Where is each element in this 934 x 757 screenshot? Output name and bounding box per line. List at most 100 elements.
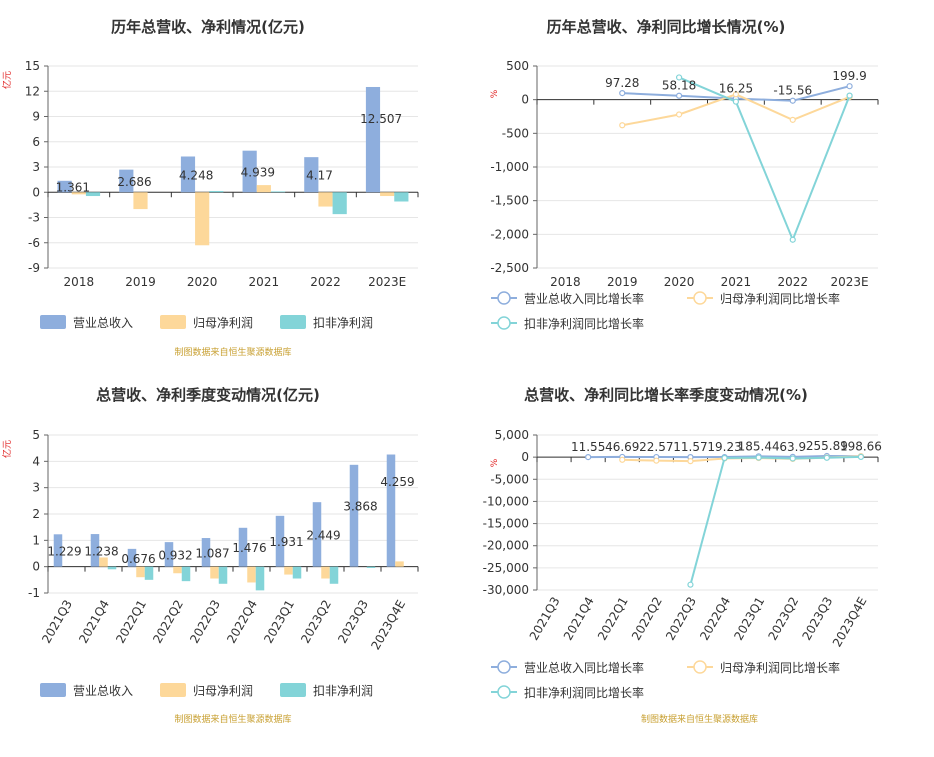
bar-deducted-profit xyxy=(394,192,409,202)
y-tick-label: -5,000 xyxy=(490,472,529,486)
legend-label: 归母净利润同比增长率 xyxy=(720,291,840,306)
legend-label: 营业总收入同比增长率 xyxy=(524,291,644,306)
series-point xyxy=(675,92,683,99)
y-tick-label: 0 xyxy=(32,185,40,199)
data-label: 185.44 xyxy=(738,439,780,453)
series-point xyxy=(755,454,762,461)
series-line-deducted-profit-growth xyxy=(678,76,851,243)
bar-deducted-profit xyxy=(107,566,117,570)
bar-revenue xyxy=(242,150,257,193)
y-tick-label: -1,000 xyxy=(490,160,529,174)
unit-label: % xyxy=(490,458,500,467)
legend-label: 扣非净利润同比增长率 xyxy=(524,316,644,331)
bar-net-profit xyxy=(99,557,108,567)
legend-swatch xyxy=(160,315,186,329)
y-tick-label: -6 xyxy=(28,236,40,250)
series-point xyxy=(789,455,796,462)
bar-net-profit xyxy=(195,192,210,246)
legend-swatch-marker xyxy=(497,291,511,305)
legend-label: 营业总收入同比增长率 xyxy=(524,660,644,675)
bar-net-profit xyxy=(210,566,219,579)
series-point xyxy=(823,454,830,461)
data-label: 1.238 xyxy=(84,544,118,558)
legend-label: 扣非净利润 xyxy=(313,316,373,330)
bar-revenue xyxy=(119,169,134,193)
bar-deducted-profit xyxy=(144,566,154,580)
unit-label: 亿元 xyxy=(1,71,13,89)
unit-label: % xyxy=(490,89,500,98)
source-note: 制图数据来自恒生聚源数据库 xyxy=(641,713,758,725)
bar-deducted-profit xyxy=(218,566,228,584)
legend-swatch xyxy=(40,315,66,329)
data-label: 0.676 xyxy=(121,552,155,566)
bar-net-profit xyxy=(395,561,404,567)
y-tick-label: -1 xyxy=(28,586,40,600)
legend-label: 营业总收入 xyxy=(73,684,133,698)
bar-revenue xyxy=(275,515,285,567)
bar-deducted-profit xyxy=(85,192,101,197)
series-point xyxy=(789,236,796,243)
legend-label: 扣非净利润同比增长率 xyxy=(524,685,644,700)
data-label: 58.18 xyxy=(662,79,696,93)
bar-deducted-profit xyxy=(181,566,191,582)
series-point xyxy=(675,74,683,81)
data-label: 198.66 xyxy=(840,439,882,453)
data-label: 46.69 xyxy=(605,440,639,454)
y-tick-label: 0 xyxy=(521,450,529,464)
data-label: 12.507 xyxy=(360,112,402,126)
bar-revenue xyxy=(53,534,63,567)
chart-title: 历年总营收、净利情况(亿元) xyxy=(111,18,305,36)
x-tick-label: 2022Q4 xyxy=(697,595,733,643)
series-point xyxy=(789,116,796,123)
y-tick-label: 12 xyxy=(25,84,40,98)
x-tick-label: 2023Q4E xyxy=(830,595,870,650)
bar-revenue xyxy=(201,538,211,567)
chart-panel-4: 总营收、净利同比增长率季度变动情况(%)% 5,000 0 -5,000 -10,000… xyxy=(483,386,882,725)
series-point xyxy=(619,122,626,129)
series-point xyxy=(857,453,865,461)
x-tick-label: 2022Q1 xyxy=(595,595,631,643)
x-tick-label: 2022Q4 xyxy=(224,598,260,646)
series-point xyxy=(732,98,740,105)
legend-label: 归母净利润 xyxy=(193,684,253,698)
x-tick-label: 2018 xyxy=(64,275,95,289)
x-tick-label: 2022Q2 xyxy=(629,595,665,643)
bar-net-profit xyxy=(247,566,256,583)
bar-deducted-profit xyxy=(270,191,286,193)
unit-label: 亿元 xyxy=(1,440,13,458)
y-tick-label: 5,000 xyxy=(495,428,529,442)
bar-net-profit xyxy=(256,185,271,193)
x-tick-label: 2023Q3 xyxy=(800,595,836,643)
data-label: 1.931 xyxy=(269,535,303,549)
bar-revenue xyxy=(90,534,100,567)
y-tick-label: 5 xyxy=(32,428,40,442)
y-tick-label: -30,000 xyxy=(483,583,529,597)
y-tick-label: 4 xyxy=(32,454,40,468)
y-tick-label: 6 xyxy=(32,135,40,149)
y-tick-label: 0 xyxy=(32,560,40,574)
bar-net-profit xyxy=(284,566,293,575)
x-tick-label: 2023Q4E xyxy=(368,598,408,653)
data-label: 4.939 xyxy=(241,165,275,179)
y-tick-label: 2 xyxy=(32,507,40,521)
y-tick-label: 0 xyxy=(521,93,529,107)
series-point xyxy=(653,457,660,464)
bar-revenue xyxy=(304,157,319,193)
data-label: 4.259 xyxy=(380,475,414,489)
bar-revenue xyxy=(312,502,322,567)
data-label: 19.23 xyxy=(707,440,741,454)
bar-deducted-profit xyxy=(209,190,224,193)
chart-title: 总营收、净利同比增长率季度变动情况(%) xyxy=(524,386,808,404)
bar-deducted-profit xyxy=(329,566,339,584)
legend-swatch xyxy=(280,315,306,329)
bar-revenue xyxy=(365,86,381,193)
y-tick-label: -1,500 xyxy=(490,194,529,208)
data-label: 4.17 xyxy=(306,169,333,183)
x-tick-label: 2021Q3 xyxy=(527,595,563,643)
data-label: 2.449 xyxy=(306,528,340,542)
bar-net-profit xyxy=(173,566,182,574)
y-tick-label: 3 xyxy=(32,160,40,174)
data-label: 255.89 xyxy=(806,439,848,453)
